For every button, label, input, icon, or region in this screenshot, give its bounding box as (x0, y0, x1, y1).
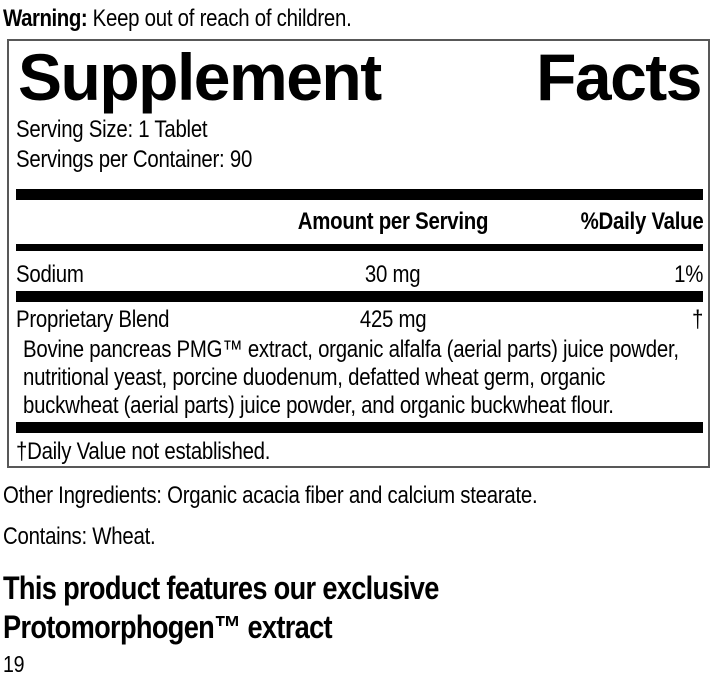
supplement-facts-panel: Supplement Facts Serving Size: 1 Tablet … (7, 39, 710, 468)
warning-text: Warning: Keep out of reach of children. (3, 4, 352, 33)
nutrient-amount: 30 mg (365, 261, 421, 288)
nutrient-name-cell: Sodium (16, 261, 278, 289)
blend-description-line: buckwheat (aerial parts) juice powder, a… (23, 392, 703, 420)
nutrient-name-cell: Proprietary Blend (16, 306, 278, 334)
panel-title-word-2: Facts (536, 40, 702, 114)
blend-description-line-text: Bovine pancreas PMG™ extract, organic al… (23, 336, 679, 363)
divider-bar-thick-top (16, 189, 703, 200)
warning-line: Warning: Keep out of reach of children. (3, 4, 720, 33)
nutrient-daily-value: 1% (674, 261, 703, 288)
serving-info: Serving Size: 1 Tablet Servings per Cont… (16, 115, 703, 175)
warning-body: Keep out of reach of children. (87, 5, 352, 32)
nutrient-name: Proprietary Blend (16, 306, 170, 333)
feature-headline-line-1: This product features our exclusive (3, 569, 720, 608)
header-amount-label: Amount per Serving (297, 208, 489, 235)
serving-size-text: Serving Size: 1 Tablet (16, 116, 208, 143)
blend-description-line-text: buckwheat (aerial parts) juice powder, a… (23, 392, 614, 419)
panel-title: Supplement Facts (16, 41, 703, 113)
warning-label: Warning: (3, 5, 88, 32)
nutrient-amount-cell: 30 mg (278, 261, 508, 289)
servings-per-container-text: Servings per Container: 90 (16, 146, 253, 173)
blend-description-line: nutritional yeast, porcine duodenum, def… (23, 364, 703, 392)
contains-text: Contains: Wheat. (3, 523, 156, 550)
divider-bar-thick-bottom (16, 422, 703, 433)
daily-value-footnote: †Daily Value not established. (16, 433, 703, 466)
other-ingredients-line: Other Ingredients: Organic acacia fiber … (3, 482, 720, 510)
header-amount-cell: Amount per Serving (278, 208, 508, 236)
page-number: 19 (3, 651, 720, 677)
panel-title-word-1: Supplement (18, 40, 382, 114)
daily-value-footnote-text: †Daily Value not established. (16, 438, 271, 465)
feature-headline-text: This product features our exclusive (3, 570, 439, 606)
nutrient-name: Sodium (16, 261, 84, 288)
serving-size-line: Serving Size: 1 Tablet (16, 115, 703, 145)
page-number-text: 19 (3, 651, 25, 677)
nutrient-amount-cell: 425 mg (278, 306, 508, 334)
nutrient-row-sodium: Sodium 30 mg 1% (16, 251, 703, 291)
feature-headline-line-2: Protomorphogen™ extract (3, 608, 720, 647)
header-daily-value-cell: %Daily Value (508, 208, 703, 236)
divider-bar-thick-middle (16, 291, 703, 302)
nutrient-daily-value-cell: 1% (508, 261, 703, 289)
blend-description: Bovine pancreas PMG™ extract, organic al… (16, 334, 703, 422)
feature-headline: This product features our exclusive Prot… (3, 569, 720, 647)
header-daily-value-label: %Daily Value (580, 208, 703, 235)
servings-per-container-line: Servings per Container: 90 (16, 145, 703, 175)
divider-bar-thin-under-header (16, 244, 703, 251)
contains-line: Contains: Wheat. (3, 523, 720, 551)
nutrient-daily-value-cell: † (508, 306, 703, 334)
blend-description-line: Bovine pancreas PMG™ extract, organic al… (23, 336, 703, 364)
nutrient-amount: 425 mg (359, 306, 427, 333)
column-header-row: Amount per Serving %Daily Value (16, 200, 703, 244)
other-ingredients-text: Other Ingredients: Organic acacia fiber … (3, 482, 538, 509)
feature-headline-text: Protomorphogen™ extract (3, 609, 333, 645)
nutrient-row-proprietary-blend: Proprietary Blend 425 mg † (16, 302, 703, 334)
blend-description-line-text: nutritional yeast, porcine duodenum, def… (23, 364, 606, 391)
nutrient-daily-value: † (691, 306, 703, 333)
